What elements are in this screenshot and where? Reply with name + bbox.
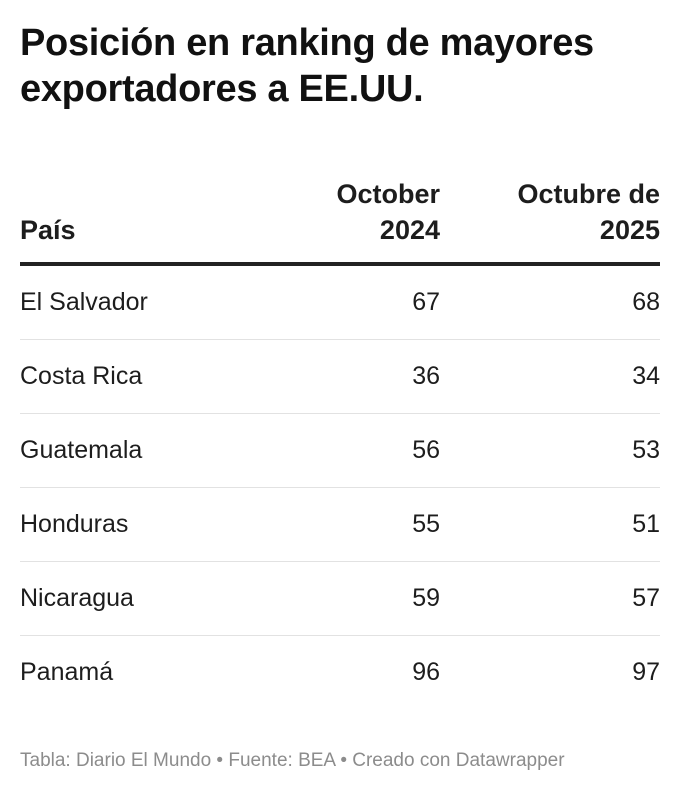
ranking-table: País October 2024 Octubre de 2025 El Salva… <box>20 176 660 709</box>
cell-2025: 57 <box>440 561 660 636</box>
table-row: Honduras 55 51 <box>20 487 660 562</box>
table-row: Nicaragua 59 57 <box>20 561 660 636</box>
table-row: Panamá 96 97 <box>20 636 660 710</box>
header-country[interactable]: País <box>20 176 300 266</box>
source-footer: Tabla: Diario El Mundo • Fuente: BEA • C… <box>20 750 565 771</box>
cell-2024: 56 <box>300 413 440 488</box>
table-header-row: País October 2024 Octubre de 2025 <box>20 176 660 266</box>
header-october-2024[interactable]: October 2024 <box>300 176 440 266</box>
cell-country: Costa Rica <box>20 339 300 414</box>
cell-2024: 36 <box>300 339 440 414</box>
header-october-2025[interactable]: Octubre de 2025 <box>440 176 660 266</box>
cell-2024: 67 <box>300 264 440 340</box>
cell-2025: 68 <box>440 264 660 340</box>
cell-country: El Salvador <box>20 264 300 340</box>
table-row: El Salvador 67 68 <box>20 264 660 340</box>
cell-2024: 96 <box>412 658 440 686</box>
chart-title: Posición en ranking de mayores exportado… <box>20 22 594 110</box>
cell-2025: 97 <box>632 658 660 686</box>
cell-2024: 59 <box>300 561 440 636</box>
table-row: Costa Rica 36 34 <box>20 339 660 414</box>
cell-country: Panamá <box>20 658 114 686</box>
cell-country: Guatemala <box>20 413 300 488</box>
cell-country: Honduras <box>20 487 300 562</box>
chart-container: Posición en ranking de mayores exportado… <box>20 20 660 709</box>
cell-2025: 34 <box>440 339 660 414</box>
cell-2025: 53 <box>440 413 660 488</box>
cell-2025: 51 <box>440 487 660 562</box>
table-row: Guatemala 56 53 <box>20 413 660 488</box>
cell-country: Nicaragua <box>20 561 300 636</box>
cell-2024: 55 <box>300 487 440 562</box>
